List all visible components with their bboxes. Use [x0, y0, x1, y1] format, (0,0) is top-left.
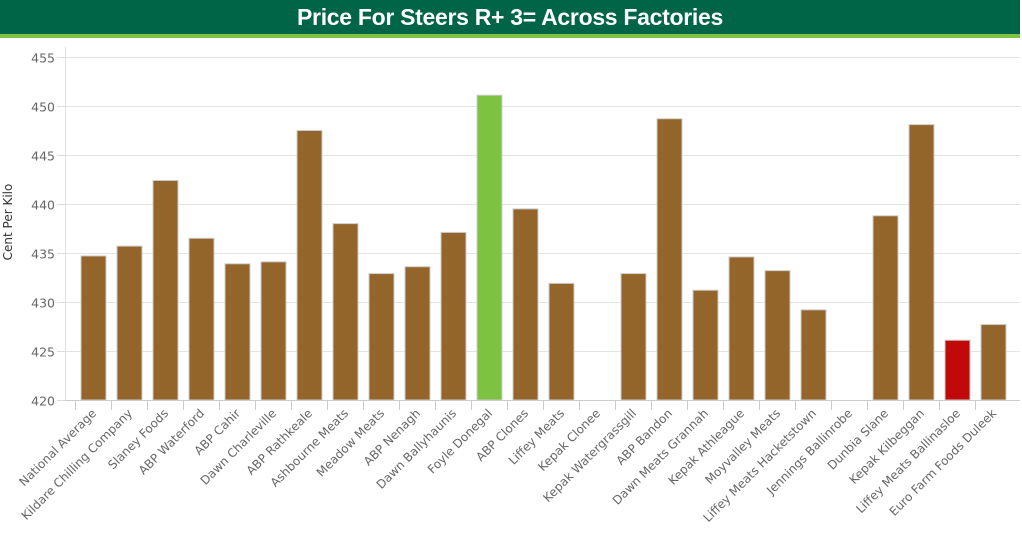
- y-axis-ticks: 420 425 430 435 440 445 450 455: [31, 51, 65, 409]
- y-tick-label: 420: [31, 394, 55, 409]
- bar[interactable]: [296, 130, 323, 401]
- bar[interactable]: [764, 270, 791, 401]
- bar[interactable]: [476, 94, 503, 401]
- bar[interactable]: [656, 118, 683, 401]
- y-tick-label: 430: [31, 296, 55, 311]
- bar[interactable]: [368, 273, 395, 401]
- x-axis-ticks: [75, 400, 976, 410]
- bar[interactable]: [332, 223, 359, 401]
- bar[interactable]: [692, 289, 719, 401]
- bar[interactable]: [548, 282, 575, 401]
- bar[interactable]: [908, 124, 935, 401]
- gridlines: [65, 57, 1020, 352]
- bar[interactable]: [512, 208, 539, 401]
- bar[interactable]: [620, 273, 647, 401]
- bar[interactable]: [800, 309, 827, 401]
- bar[interactable]: [188, 237, 215, 401]
- y-tick-label: 425: [31, 345, 55, 360]
- bar[interactable]: [440, 231, 467, 401]
- bar[interactable]: [224, 263, 251, 401]
- y-tick-label: 440: [31, 198, 55, 213]
- bar[interactable]: [872, 215, 899, 401]
- bar[interactable]: [80, 255, 107, 401]
- bar[interactable]: [980, 324, 1007, 401]
- y-tick-label: 455: [31, 51, 55, 66]
- y-axis-title: Cent Per Kilo: [1, 184, 15, 261]
- bar[interactable]: [260, 261, 287, 401]
- y-tick-label: 435: [31, 247, 55, 262]
- bar[interactable]: [404, 266, 431, 401]
- bar[interactable]: [728, 256, 755, 401]
- x-tick-label: Kepak Clonee: [535, 406, 603, 474]
- bar[interactable]: [116, 245, 143, 401]
- bar[interactable]: [944, 339, 971, 401]
- y-tick-label: 445: [31, 149, 55, 164]
- bars: [80, 94, 1007, 401]
- x-tick-label: Foyle Donegal: [425, 406, 495, 476]
- chart-header: Price For Steers R+ 3= Across Factories: [0, 0, 1020, 38]
- y-tick-label: 450: [31, 100, 55, 115]
- chart-title: Price For Steers R+ 3= Across Factories: [297, 3, 723, 30]
- bar[interactable]: [152, 179, 179, 401]
